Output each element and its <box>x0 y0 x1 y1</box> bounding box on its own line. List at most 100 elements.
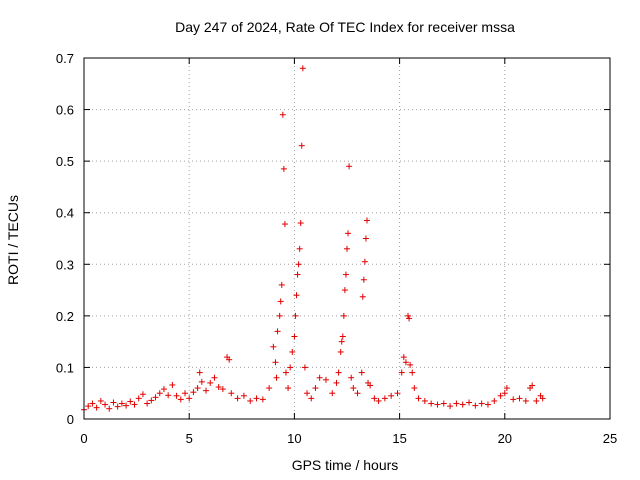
data-point <box>287 364 294 371</box>
data-point <box>144 400 151 407</box>
data-point <box>359 293 366 300</box>
data-point <box>304 390 311 397</box>
data-point <box>228 390 235 397</box>
data-point <box>226 356 233 363</box>
data-point <box>89 400 96 407</box>
data-point <box>270 343 277 350</box>
data-point <box>97 397 104 404</box>
data-point <box>533 397 540 404</box>
x-axis-label: GPS time / hours <box>292 457 399 473</box>
data-point <box>118 400 125 407</box>
data-point <box>282 369 289 376</box>
data-point <box>440 400 447 407</box>
data-point <box>298 142 305 149</box>
data-point <box>299 65 306 72</box>
data-point <box>453 400 460 407</box>
data-point <box>335 369 342 376</box>
data-point <box>522 397 529 404</box>
data-point <box>165 392 172 399</box>
data-point <box>484 401 491 408</box>
data-point <box>297 220 304 227</box>
data-point <box>350 385 357 392</box>
data-point <box>348 374 355 381</box>
data-point <box>411 385 418 392</box>
data-point <box>316 374 323 381</box>
data-point <box>234 395 241 402</box>
data-point <box>409 369 416 376</box>
data-point <box>190 389 197 396</box>
data-point <box>219 386 226 393</box>
data-point <box>259 396 266 403</box>
data-point <box>354 390 361 397</box>
x-tick-label: 20 <box>498 431 512 446</box>
plot-frame <box>83 57 611 420</box>
data-point <box>281 221 288 228</box>
data-point <box>491 397 498 404</box>
data-point <box>338 338 345 345</box>
data-point <box>85 403 92 410</box>
data-point <box>215 384 222 391</box>
data-point <box>240 392 247 399</box>
data-point <box>375 397 382 404</box>
data-point <box>279 111 286 118</box>
data-point <box>398 369 405 376</box>
data-point <box>312 385 319 392</box>
data-point <box>203 387 210 394</box>
data-point <box>472 402 479 409</box>
data-points <box>81 65 546 413</box>
data-point <box>291 333 298 340</box>
data-point <box>135 395 142 402</box>
data-point <box>289 348 296 355</box>
data-point <box>388 392 395 399</box>
data-point <box>114 403 121 410</box>
data-point <box>405 312 412 319</box>
data-point <box>415 395 422 402</box>
data-point <box>346 163 353 170</box>
chart-title: Day 247 of 2024, Rate Of TEC Index for r… <box>175 19 515 35</box>
data-point <box>322 376 329 383</box>
y-axis-label: ROTI / TECUs <box>5 195 21 285</box>
y-tick-label: 0.3 <box>56 257 74 272</box>
data-point <box>400 354 407 361</box>
data-point <box>294 271 301 278</box>
data-point <box>152 394 159 401</box>
data-point <box>272 359 279 366</box>
x-tick-label: 10 <box>287 431 301 446</box>
data-point <box>459 401 466 408</box>
data-point <box>516 395 523 402</box>
data-point <box>301 364 308 371</box>
y-tick-label: 0 <box>67 412 74 427</box>
data-point <box>340 312 347 319</box>
data-point <box>211 374 218 381</box>
data-point <box>333 379 340 386</box>
data-point <box>344 245 350 252</box>
y-axis-ticks: 0 0.1 0.2 0.3 0.4 0.5 0.6 0.7 <box>56 51 610 427</box>
data-point <box>127 398 134 405</box>
data-point <box>106 405 113 412</box>
data-point <box>293 292 300 299</box>
data-point <box>342 271 349 278</box>
data-point <box>339 333 346 340</box>
x-axis-ticks: 0 5 10 15 20 25 <box>80 58 617 446</box>
y-tick-label: 0.2 <box>56 309 74 324</box>
data-point <box>358 369 365 376</box>
data-point <box>102 401 109 408</box>
data-point <box>361 258 368 265</box>
data-point <box>285 385 292 392</box>
data-point <box>329 390 336 397</box>
data-point <box>428 400 435 407</box>
data-point <box>501 390 508 397</box>
y-tick-label: 0.7 <box>56 51 74 66</box>
data-point <box>277 298 284 305</box>
data-point <box>510 396 517 403</box>
data-point <box>173 392 180 399</box>
data-point <box>148 397 155 404</box>
data-point <box>93 404 100 411</box>
data-point <box>266 385 273 392</box>
grid-lines <box>84 58 610 419</box>
x-tick-label: 5 <box>186 431 193 446</box>
data-point <box>447 403 454 410</box>
data-point <box>295 261 302 268</box>
data-point <box>341 287 348 294</box>
